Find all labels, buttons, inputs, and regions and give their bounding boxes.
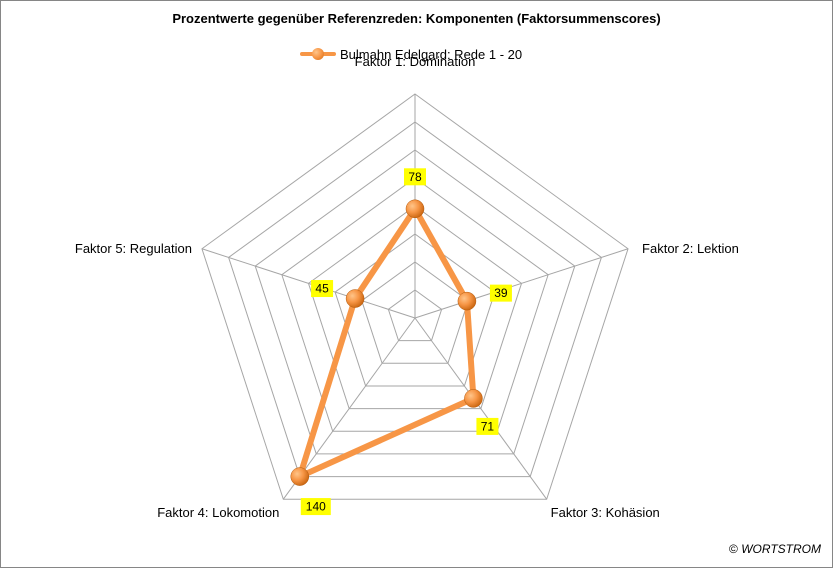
- data-point: [457, 291, 477, 311]
- data-labels: 78 39 71 140 45: [300, 168, 512, 516]
- grid-ring: [334, 233, 496, 387]
- category-label: Faktor 1: Domination: [355, 54, 476, 69]
- legend-marker-icon: [300, 47, 336, 61]
- axis-spoke: [414, 248, 629, 319]
- data-label: 45: [315, 282, 329, 296]
- data-label-background: [300, 498, 331, 516]
- data-label: 71: [481, 419, 495, 433]
- category-label: Faktor 2: Lektion: [642, 241, 739, 256]
- grid-ring: [254, 149, 576, 455]
- chart-legend: Bulmahn Edelgard: Rede 1 - 20: [300, 44, 522, 64]
- grid-ring: [387, 289, 443, 342]
- chart-title: Prozentwerte gegenüber Referenzreden: Ko…: [172, 11, 661, 26]
- series-line: [296, 205, 477, 480]
- data-label-background: [489, 284, 512, 302]
- grid-ring: [361, 261, 469, 364]
- radar-grid: [201, 93, 629, 500]
- copyright-symbol: ©: [729, 542, 738, 556]
- data-label-background: [404, 168, 426, 186]
- series-layer: [290, 199, 483, 486]
- data-label: 140: [306, 500, 326, 514]
- data-point: [405, 199, 425, 219]
- data-point: [464, 389, 483, 408]
- data-label-background: [476, 417, 499, 435]
- category-label: Faktor 3: Kohäsion: [551, 505, 660, 520]
- legend-label: Bulmahn Edelgard: Rede 1 - 20: [340, 46, 523, 62]
- brand-name: WORTSTROM: [741, 542, 821, 556]
- category-labels: Faktor 1: Domination Faktor 2: Lektion Fak…: [75, 54, 739, 520]
- axis-spoke: [201, 248, 416, 319]
- data-point: [345, 289, 365, 308]
- grid-ring: [281, 177, 549, 432]
- category-label: Faktor 4: Lokomotion: [157, 505, 279, 520]
- data-label-background: [311, 280, 334, 298]
- grid-ring: [307, 205, 523, 410]
- data-label: 78: [408, 170, 422, 184]
- axis-spoke: [414, 317, 548, 500]
- grid-ring: [228, 121, 602, 478]
- copyright-notice: © WORTSTROM: [729, 542, 821, 556]
- radar-axes: [201, 94, 629, 500]
- grid-ring: [201, 93, 629, 500]
- category-label: Faktor 5: Regulation: [75, 241, 192, 256]
- data-point: [290, 467, 310, 486]
- data-label: 39: [494, 286, 508, 300]
